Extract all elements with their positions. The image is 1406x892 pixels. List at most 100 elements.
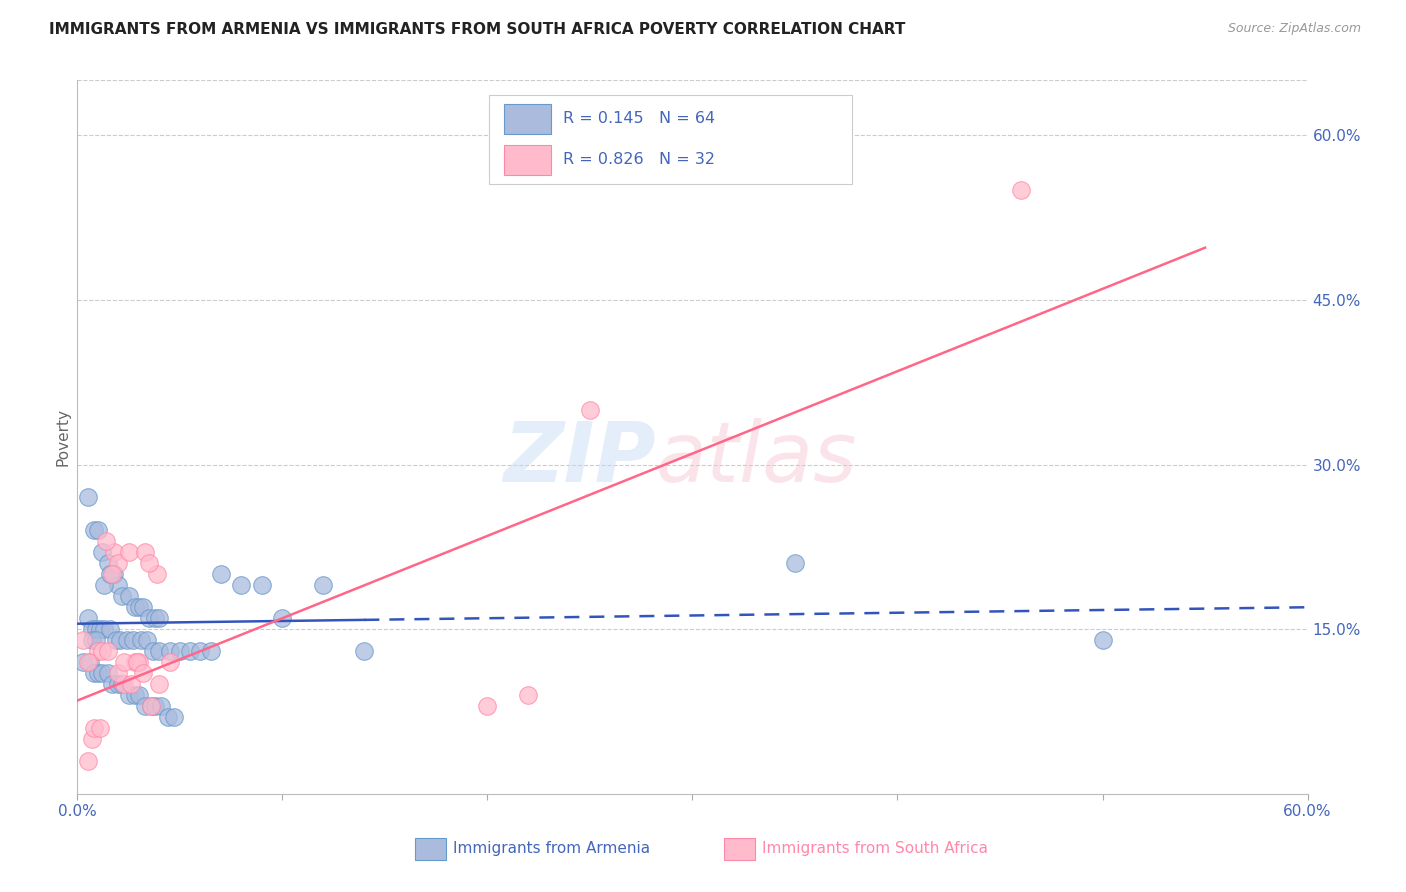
Point xyxy=(111,589,134,603)
Point xyxy=(98,622,121,636)
Point xyxy=(83,666,105,681)
Point xyxy=(84,633,107,648)
Point xyxy=(76,754,98,768)
Point xyxy=(517,688,540,702)
Point xyxy=(579,402,602,417)
Point xyxy=(353,644,375,658)
Point xyxy=(148,677,170,691)
Point xyxy=(87,524,110,538)
Point xyxy=(134,699,156,714)
Point xyxy=(163,710,186,724)
Point xyxy=(101,677,124,691)
Point xyxy=(84,622,107,636)
Point xyxy=(107,557,129,571)
Point xyxy=(142,644,165,658)
Point xyxy=(129,633,152,648)
Point xyxy=(89,622,111,636)
Point xyxy=(128,688,150,702)
Point xyxy=(80,731,103,746)
Point xyxy=(90,644,114,658)
Point xyxy=(143,611,166,625)
Point xyxy=(80,633,103,648)
Point xyxy=(107,578,129,592)
Point xyxy=(136,633,159,648)
Point xyxy=(87,666,110,681)
Text: ZIP: ZIP xyxy=(503,418,655,499)
Point xyxy=(93,578,115,592)
Point xyxy=(97,644,120,658)
Point xyxy=(124,688,146,702)
Point xyxy=(271,611,294,625)
Point xyxy=(1091,633,1114,648)
Point xyxy=(94,534,117,549)
Point xyxy=(83,721,105,735)
Point xyxy=(146,567,169,582)
Point xyxy=(124,600,146,615)
Point xyxy=(80,622,103,636)
Point xyxy=(110,633,132,648)
Point xyxy=(159,655,181,669)
Point xyxy=(128,655,150,669)
Point xyxy=(121,633,143,648)
FancyBboxPatch shape xyxy=(489,95,852,184)
Text: atlas: atlas xyxy=(655,418,858,499)
Point xyxy=(138,557,160,571)
Point xyxy=(250,578,273,592)
Point xyxy=(128,600,150,615)
Point xyxy=(107,677,129,691)
Point xyxy=(76,491,98,505)
Point xyxy=(93,622,115,636)
Point xyxy=(141,699,163,714)
FancyBboxPatch shape xyxy=(505,104,551,135)
Point xyxy=(117,688,139,702)
Point xyxy=(148,644,170,658)
Point xyxy=(98,567,121,582)
Point xyxy=(132,600,155,615)
Y-axis label: Poverty: Poverty xyxy=(55,408,70,467)
Point xyxy=(134,545,156,559)
Point xyxy=(312,578,335,592)
Point xyxy=(188,644,212,658)
Point xyxy=(111,677,134,691)
Point xyxy=(783,557,806,571)
Text: Immigrants from South Africa: Immigrants from South Africa xyxy=(762,841,988,855)
Point xyxy=(79,655,101,669)
Point xyxy=(150,699,173,714)
Point xyxy=(169,644,191,658)
Point xyxy=(477,699,499,714)
Point xyxy=(103,545,125,559)
Text: Source: ZipAtlas.com: Source: ZipAtlas.com xyxy=(1227,22,1361,36)
Point xyxy=(143,699,166,714)
Text: Immigrants from Armenia: Immigrants from Armenia xyxy=(453,841,650,855)
Point xyxy=(159,644,181,658)
Point xyxy=(103,567,125,582)
Point xyxy=(83,524,105,538)
Point xyxy=(117,545,139,559)
Point xyxy=(125,655,148,669)
Point xyxy=(107,666,129,681)
Point xyxy=(115,633,138,648)
Point xyxy=(105,633,128,648)
Text: IMMIGRANTS FROM ARMENIA VS IMMIGRANTS FROM SOUTH AFRICA POVERTY CORRELATION CHAR: IMMIGRANTS FROM ARMENIA VS IMMIGRANTS FR… xyxy=(49,22,905,37)
Point xyxy=(209,567,232,582)
Point xyxy=(156,710,179,724)
Point xyxy=(76,655,98,669)
Point xyxy=(114,655,136,669)
Point xyxy=(138,611,160,625)
Point xyxy=(76,611,98,625)
Text: R = 0.826   N = 32: R = 0.826 N = 32 xyxy=(564,153,716,167)
Point xyxy=(179,644,201,658)
Point xyxy=(89,721,111,735)
Point xyxy=(117,589,139,603)
Point xyxy=(1010,183,1032,197)
Point xyxy=(141,699,163,714)
Point xyxy=(97,557,120,571)
Text: R = 0.145   N = 64: R = 0.145 N = 64 xyxy=(564,112,716,126)
Point xyxy=(124,655,146,669)
Point xyxy=(90,545,114,559)
Point xyxy=(72,655,94,669)
Point xyxy=(97,666,120,681)
Point xyxy=(200,644,222,658)
Point xyxy=(120,677,142,691)
Point xyxy=(132,666,155,681)
